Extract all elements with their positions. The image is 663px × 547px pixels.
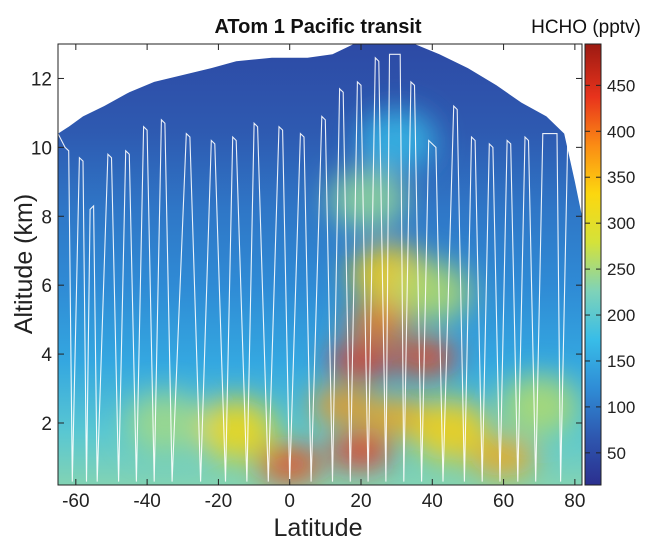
heatmap-hotspot-1 xyxy=(328,431,394,470)
y-tick-label: 6 xyxy=(41,276,52,297)
colorbar-tick-label: 350 xyxy=(607,168,635,187)
chart-title: ATom 1 Pacific transit xyxy=(214,16,421,38)
colorbar-ticks: 50 100 150 200 250 300 350 400 450 xyxy=(585,76,635,463)
y-axis: 2 4 6 8 10 12 xyxy=(31,69,582,435)
x-tick-label: 80 xyxy=(564,491,585,512)
colorbar-tick-label: 300 xyxy=(607,214,635,233)
heatmap-hotspot-7 xyxy=(328,342,394,380)
colorbar xyxy=(584,43,602,486)
heatmap-hotspot-11 xyxy=(328,168,408,231)
x-axis-label: Latitude xyxy=(274,514,363,542)
heatmap-hotspot-6 xyxy=(471,438,536,477)
y-axis-label: Altitude (km) xyxy=(10,194,38,334)
colorbar-tick-label: 250 xyxy=(607,260,635,279)
x-tick-label: 0 xyxy=(284,491,295,512)
x-tick-label: -20 xyxy=(205,491,232,512)
heatmap-hotspot-2 xyxy=(197,398,276,461)
heatmap-hotspot-13 xyxy=(125,391,205,454)
heatmap-field xyxy=(58,44,582,485)
colorbar-tick-label: 100 xyxy=(607,398,635,417)
y-tick-label: 10 xyxy=(31,138,52,159)
x-tick-label: 40 xyxy=(422,491,443,512)
heatmap-hotspot-14 xyxy=(500,374,579,437)
colorbar-tick-label: 150 xyxy=(607,352,635,371)
y-tick-label: 2 xyxy=(41,414,52,435)
heatmap-hotspot-9 xyxy=(346,304,411,342)
x-tick-label: -40 xyxy=(133,491,160,512)
colorbar-tick-label: 450 xyxy=(607,76,635,95)
colorbar-label: HCHO (pptv) xyxy=(531,17,641,38)
heatmap-hotspot-12 xyxy=(393,261,472,324)
heatmap-hotspot-5 xyxy=(410,398,490,461)
colorbar-tick-label: 50 xyxy=(607,444,626,463)
colorbar-tick-label: 400 xyxy=(607,122,635,141)
x-tick-label: 20 xyxy=(350,491,371,512)
colorbar-tick-label: 200 xyxy=(607,306,635,325)
heatmap-hotspot-15 xyxy=(357,109,436,172)
y-tick-label: 12 xyxy=(31,69,52,90)
flight-track-line xyxy=(58,53,572,482)
axes-frame xyxy=(57,43,583,486)
heatmap-hotspot-8 xyxy=(393,338,458,377)
x-tick-label: 60 xyxy=(493,491,514,512)
heatmap-hotspot-3 xyxy=(311,386,376,425)
x-axis: -60 -40 -20 0 20 40 60 80 xyxy=(62,44,585,512)
y-tick-label: 8 xyxy=(41,207,52,228)
x-tick-label: -60 xyxy=(62,491,89,512)
y-tick-label: 4 xyxy=(41,345,52,366)
